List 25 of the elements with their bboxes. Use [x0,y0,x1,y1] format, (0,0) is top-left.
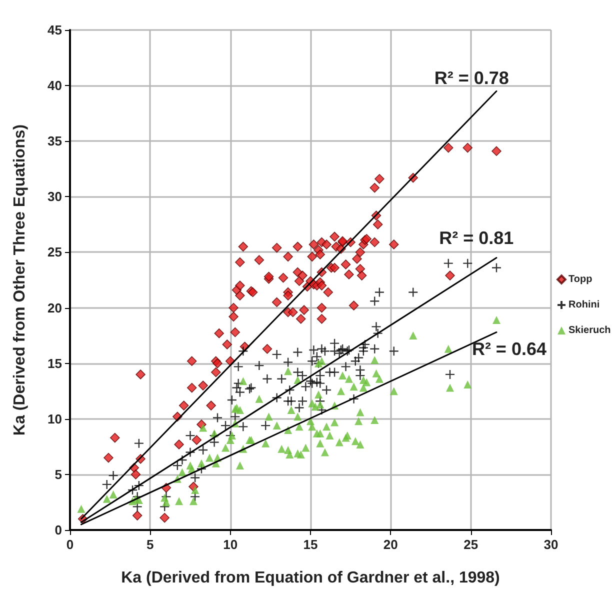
annotation: R² = 0.81 [439,228,514,248]
y-tick-label: 20 [48,300,62,316]
y-tick-label: 10 [48,411,62,426]
y-tick-label: 25 [48,244,62,260]
x-tick-label: 15 [303,537,318,552]
x-tick-label: 10 [223,537,238,552]
legend-label: Topp [568,274,592,285]
annotation: R² = 0.78 [434,68,509,88]
y-tick-label: 35 [48,134,62,149]
y-tick-label: 15 [48,356,62,371]
y-tick-label: 45 [48,22,62,38]
y-tick-label: 30 [48,189,62,204]
y-axis-title: Ka (Derived from Other Three Equations) [12,124,28,436]
legend-label: Rohini [568,300,600,310]
x-tick-label: 25 [464,537,478,552]
y-tick-label: 5 [54,466,62,482]
x-tick-label: 0 [66,537,74,552]
x-tick-label: 30 [544,537,558,552]
y-tick-label: 0 [54,522,62,538]
annotation: R² = 0.64 [472,339,546,360]
legend-label: Skieruch [568,325,611,336]
x-axis-title: Ka (Derived from Equation of Gardner et al., 1998) [121,570,500,586]
x-tick-label: 20 [383,537,398,552]
x-tick-label: 5 [146,537,154,552]
y-tick-label: 40 [48,78,62,94]
